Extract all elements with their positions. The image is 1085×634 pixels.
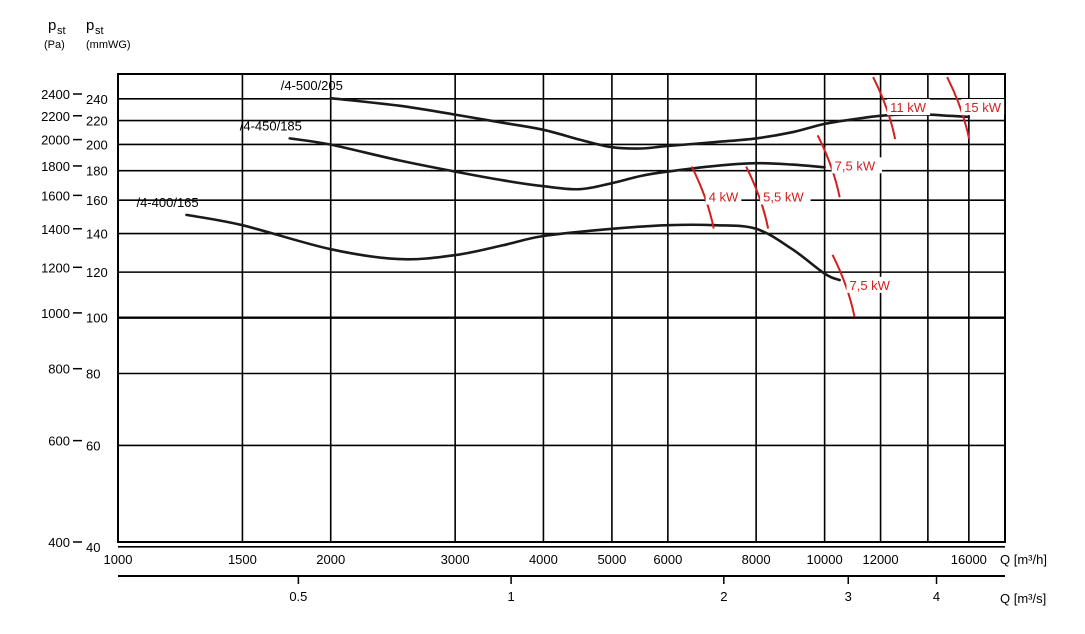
x-tick-label: 8000 xyxy=(742,552,771,567)
power-label-bg xyxy=(705,188,742,205)
y-pa-label-sub: st xyxy=(57,25,66,37)
power-label-bg xyxy=(961,99,1005,116)
power-label: 4 kW xyxy=(709,190,739,205)
x-tick-label: 1000 xyxy=(104,552,133,567)
x2-tick-label: 3 xyxy=(845,589,852,604)
x2-tick-label: 4 xyxy=(933,589,940,604)
power-limit-mark xyxy=(690,166,715,229)
y-mmwg-tick-label: 200 xyxy=(86,137,108,152)
x-tick-label: 5000 xyxy=(597,552,626,567)
power-label-bg xyxy=(887,99,931,116)
y-mmwg-tick-label: 180 xyxy=(86,164,108,179)
fan-curve xyxy=(288,137,826,191)
y-pa-tick-label: 2200 xyxy=(41,109,70,124)
y-pa-tick-label: 1400 xyxy=(41,222,70,237)
y-pa-label-unit: (Pa) xyxy=(44,39,65,51)
power-label: 5,5 kW xyxy=(763,190,804,205)
fan-curve xyxy=(329,96,971,150)
curve-layer xyxy=(185,96,971,282)
x2-tick-label: 2 xyxy=(720,589,727,604)
text-layer: 1000 1500 2000 3000 4000 5000 6000 8000 10000 120… xyxy=(41,78,987,604)
curve-label: /4-450/185 xyxy=(240,118,302,133)
y-pa-tick-label: 1000 xyxy=(41,306,70,321)
curve-label: /4-500/205 xyxy=(281,78,343,93)
x-tick-label: 12000 xyxy=(862,552,898,567)
power-label: 7,5 kW xyxy=(850,278,891,293)
y-mmwg-tick-label: 120 xyxy=(86,265,108,280)
curve-label: /4-400/165 xyxy=(136,195,198,210)
y-mmwg-tick-label: 220 xyxy=(86,114,108,129)
y-pa-tick-label: 2000 xyxy=(41,133,70,148)
power-layer: 4 kW 5,5 kW 7,5 kW 7,5 kW 11 kW 15 kW xyxy=(690,76,1005,318)
y-pa-tick-label: 800 xyxy=(48,362,70,377)
y-pa-label-main: p xyxy=(48,17,56,34)
x-axis-label: Q [m³/h] xyxy=(1000,552,1047,567)
x2-axis-label: Q [m³/s] xyxy=(1000,591,1046,606)
power-limit-mark xyxy=(831,254,856,318)
x-tick-label: 2000 xyxy=(316,552,345,567)
x-tick-label: 16000 xyxy=(951,552,987,567)
fan-curve xyxy=(185,213,841,282)
y-mmwg-tick-label: 60 xyxy=(86,438,100,453)
x-tick-label: 1500 xyxy=(228,552,257,567)
y-pa-tick-label: 1600 xyxy=(41,188,70,203)
grid-layer xyxy=(73,73,1006,584)
y-mmwg-tick-label: 40 xyxy=(86,540,100,555)
power-limit-mark xyxy=(946,76,971,140)
x-tick-label: 6000 xyxy=(653,552,682,567)
power-label-bg xyxy=(760,188,811,205)
y-pa-tick-label: 1200 xyxy=(41,260,70,275)
y-mmwg-label-unit: (mmWG) xyxy=(86,39,131,51)
y-mmwg-tick-label: 160 xyxy=(86,193,108,208)
y-mmwg-tick-label: 80 xyxy=(86,366,100,381)
y-mmwg-label-sub: st xyxy=(95,25,104,37)
power-label-bg xyxy=(831,157,883,174)
power-limit-mark xyxy=(872,76,897,140)
x2-tick-label: 0.5 xyxy=(289,589,307,604)
y-pa-tick-label: 600 xyxy=(48,434,70,449)
x-tick-label: 10000 xyxy=(807,552,843,567)
y-pa-tick-label: 1800 xyxy=(41,159,70,174)
y-mmwg-tick-label: 240 xyxy=(86,92,108,107)
x-tick-label: 3000 xyxy=(441,552,470,567)
power-limit-mark xyxy=(745,166,770,229)
y-pa-tick-label: 2400 xyxy=(41,87,70,102)
x2-tick-label: 1 xyxy=(507,589,514,604)
y-mmwg-label-main: p xyxy=(86,17,94,34)
power-label-bg xyxy=(846,276,897,293)
y-mmwg-tick-label: 140 xyxy=(86,227,108,242)
power-label: 7,5 kW xyxy=(835,158,876,173)
power-label: 11 kW xyxy=(890,100,927,115)
power-limit-mark xyxy=(816,134,841,198)
y-pa-tick-label: 400 xyxy=(48,535,70,550)
x-tick-label: 4000 xyxy=(529,552,558,567)
power-label: 15 kW xyxy=(964,100,1002,115)
y-mmwg-tick-label: 100 xyxy=(86,311,108,326)
